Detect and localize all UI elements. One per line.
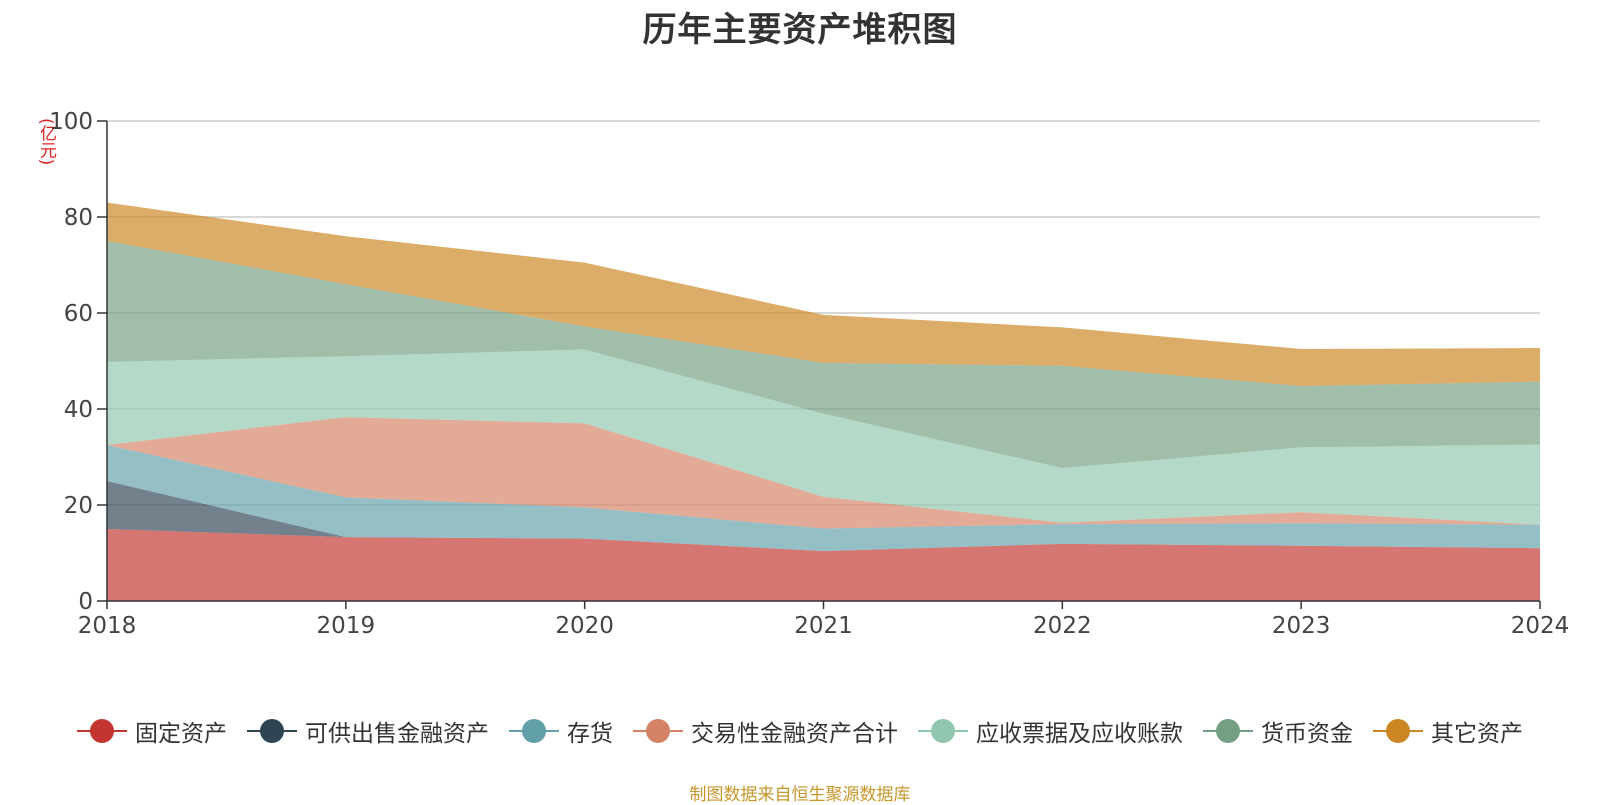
legend-dot — [1386, 719, 1410, 743]
legend-dot — [931, 719, 955, 743]
y-tick-label-100: 100 — [49, 109, 93, 135]
area-series-5 — [107, 241, 1540, 469]
legend-item-2[interactable]: 存货 — [509, 714, 613, 748]
x-tick-label-2022: 2022 — [1033, 613, 1092, 639]
area-series — [107, 202, 1540, 601]
legend-label: 交易性金融资产合计 — [691, 721, 898, 747]
legend-item-4[interactable]: 应收票据及应收账款 — [918, 714, 1183, 748]
legend-label: 货币资金 — [1261, 721, 1353, 747]
legend-label: 固定资产 — [135, 721, 227, 747]
area-series-0 — [107, 529, 1540, 601]
axes: 0 20 40 60 80 100 2018 2019 2020 2021 2022 2023 2024 — [49, 109, 1569, 639]
y-tick-label-60: 60 — [64, 301, 93, 327]
legend-item-5[interactable]: 货币资金 — [1203, 714, 1353, 748]
legend-marker-icon — [633, 719, 683, 743]
legend-item-6[interactable]: 其它资产 — [1373, 714, 1523, 748]
y-tick-label-40: 40 — [64, 397, 93, 423]
legend-label: 存货 — [567, 721, 613, 747]
y-tick-label-80: 80 — [64, 205, 93, 231]
area-series-4 — [107, 349, 1540, 525]
legend-marker-icon — [1373, 719, 1423, 743]
y-axis-unit-label: (亿元) — [36, 118, 56, 166]
x-tick-label-2018: 2018 — [78, 613, 137, 639]
legend-marker-icon — [77, 719, 127, 743]
legend-dot — [522, 719, 546, 743]
area-series-2 — [107, 445, 1540, 552]
y-tick-label-20: 20 — [64, 493, 93, 519]
y-tick-label-0: 0 — [78, 589, 93, 615]
legend-item-1[interactable]: 可供出售金融资产 — [247, 714, 489, 748]
legend-marker-icon — [247, 719, 297, 743]
x-tick-label-2024: 2024 — [1511, 613, 1570, 639]
legend-dot — [260, 719, 284, 743]
chart-title: 历年主要资产堆积图 — [642, 10, 958, 50]
legend-marker-icon — [509, 719, 559, 743]
legend-dot — [646, 719, 670, 743]
legend-marker-icon — [918, 719, 968, 743]
area-series-3 — [107, 417, 1540, 529]
legend: 固定资产 可供出售金融资产 存货 交易性金融资产合计 应收票据及应收账款 货币资金 其它资产 — [0, 714, 1600, 748]
x-tick-label-2021: 2021 — [794, 613, 853, 639]
legend-label: 其它资产 — [1431, 721, 1523, 747]
x-tick-label-2019: 2019 — [317, 613, 376, 639]
legend-label: 应收票据及应收账款 — [976, 721, 1183, 747]
legend-marker-icon — [1203, 719, 1253, 743]
source-note: 制图数据来自恒生聚源数据库 — [689, 785, 911, 805]
legend-item-0[interactable]: 固定资产 — [77, 714, 227, 748]
legend-dot — [90, 719, 114, 743]
legend-item-3[interactable]: 交易性金融资产合计 — [633, 714, 898, 748]
legend-label: 可供出售金融资产 — [305, 721, 489, 747]
area-series-6 — [107, 202, 1540, 386]
x-tick-label-2023: 2023 — [1272, 613, 1331, 639]
x-tick-label-2020: 2020 — [555, 613, 614, 639]
legend-dot — [1216, 719, 1240, 743]
